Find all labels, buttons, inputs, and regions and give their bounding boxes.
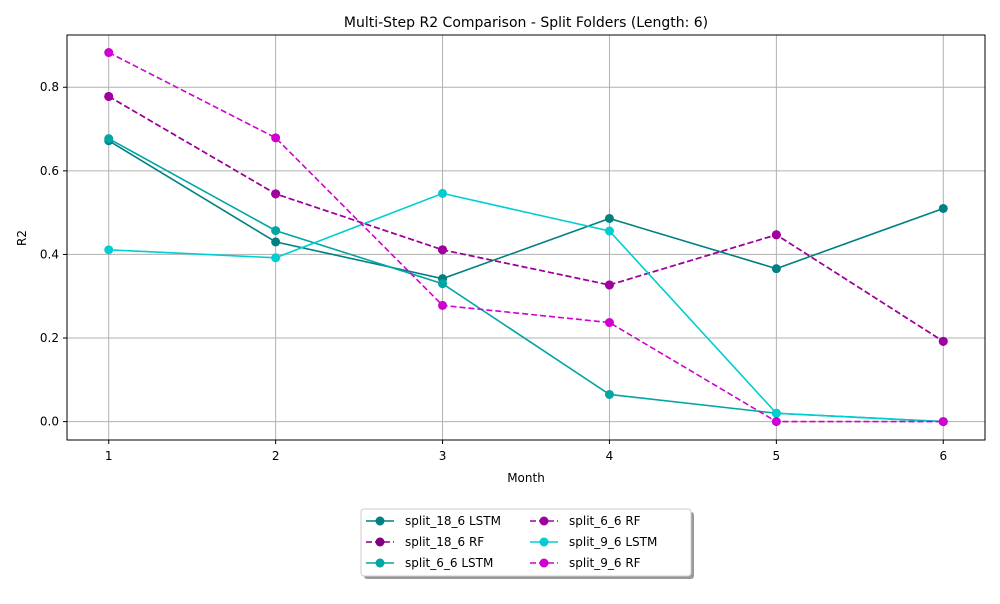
legend-label: split_18_6 RF: [405, 535, 484, 549]
series-layer: [104, 48, 948, 427]
data-point: [271, 189, 281, 199]
data-point: [771, 230, 781, 240]
legend-marker: [375, 558, 385, 568]
legend-entry: split_9_6 RF: [530, 556, 641, 570]
data-point: [438, 245, 448, 255]
legend-entry: split_18_6 RF: [366, 535, 484, 549]
series-split-9-6-lstm: [104, 188, 948, 427]
series-split-6-6-rf: [104, 91, 948, 346]
data-point: [104, 48, 114, 58]
legend-marker: [375, 516, 385, 526]
data-point: [938, 336, 948, 346]
data-point: [771, 264, 781, 274]
data-point: [104, 134, 114, 144]
legend-label: split_9_6 LSTM: [569, 535, 657, 549]
legend-label: split_9_6 RF: [569, 556, 641, 570]
series-line: [108, 51, 944, 423]
data-point: [271, 237, 281, 247]
series-line: [108, 137, 944, 423]
x-axis-label: Month: [507, 471, 545, 485]
data-point: [604, 280, 614, 290]
legend-entry: split_9_6 LSTM: [530, 535, 657, 549]
x-tick-label: 3: [439, 449, 447, 463]
legend-marker: [539, 537, 549, 547]
y-tick-label: 0.2: [40, 331, 59, 345]
series-split-6-6-lstm: [104, 134, 948, 427]
data-point: [271, 253, 281, 263]
x-tick-label: 4: [606, 449, 614, 463]
data-point: [604, 318, 614, 328]
data-point: [771, 408, 781, 418]
series-line: [108, 95, 944, 343]
series-line: [108, 140, 944, 280]
data-point: [604, 389, 614, 399]
x-tick-label: 2: [272, 449, 280, 463]
legend-marker: [539, 558, 549, 568]
data-point: [604, 226, 614, 236]
tick-layer: 1 2 3 4 5 6 0.0 0.2 0.4 0.6 0.8: [40, 80, 947, 463]
data-point: [771, 417, 781, 427]
legend: split_18_6 LSTM split_18_6 RF split_6_6 LS…: [360, 508, 694, 579]
legend-items: split_18_6 LSTM split_18_6 RF split_6_6 LS…: [366, 514, 657, 570]
x-tick-label: 5: [773, 449, 781, 463]
x-tick-label: 6: [939, 449, 947, 463]
data-point: [438, 300, 448, 310]
y-tick-label: 0.0: [40, 415, 59, 429]
y-tick-label: 0.8: [40, 80, 59, 94]
legend-label: split_6_6 RF: [569, 514, 641, 528]
data-point: [438, 279, 448, 289]
legend-marker: [375, 537, 385, 547]
legend-box: [360, 508, 692, 577]
legend-entry: split_6_6 RF: [530, 514, 641, 528]
y-tick-label: 0.4: [40, 247, 59, 261]
plot-frame: [66, 34, 986, 441]
data-point: [104, 91, 114, 101]
series-line: [108, 95, 944, 343]
series-split-18-6-rf: [104, 91, 948, 346]
legend-entry: split_18_6 LSTM: [366, 514, 501, 528]
legend-label: split_18_6 LSTM: [405, 514, 501, 528]
y-tick-label: 0.6: [40, 164, 59, 178]
series-line: [108, 192, 944, 423]
data-point: [271, 226, 281, 236]
data-point: [938, 417, 948, 427]
data-point: [938, 203, 948, 213]
data-point: [104, 245, 114, 255]
x-tick-label: 1: [105, 449, 113, 463]
series-split-9-6-rf: [104, 48, 948, 427]
legend-label: split_6_6 LSTM: [405, 556, 493, 570]
data-point: [271, 133, 281, 143]
y-axis-label: R2: [15, 230, 29, 246]
legend-marker: [539, 516, 549, 526]
legend-entry: split_6_6 LSTM: [366, 556, 493, 570]
data-point: [604, 213, 614, 223]
data-point: [438, 188, 448, 198]
chart-title: Multi-Step R2 Comparison - Split Folders…: [344, 15, 708, 31]
series-split-18-6-lstm: [104, 136, 948, 284]
grid-layer: [67, 35, 985, 440]
